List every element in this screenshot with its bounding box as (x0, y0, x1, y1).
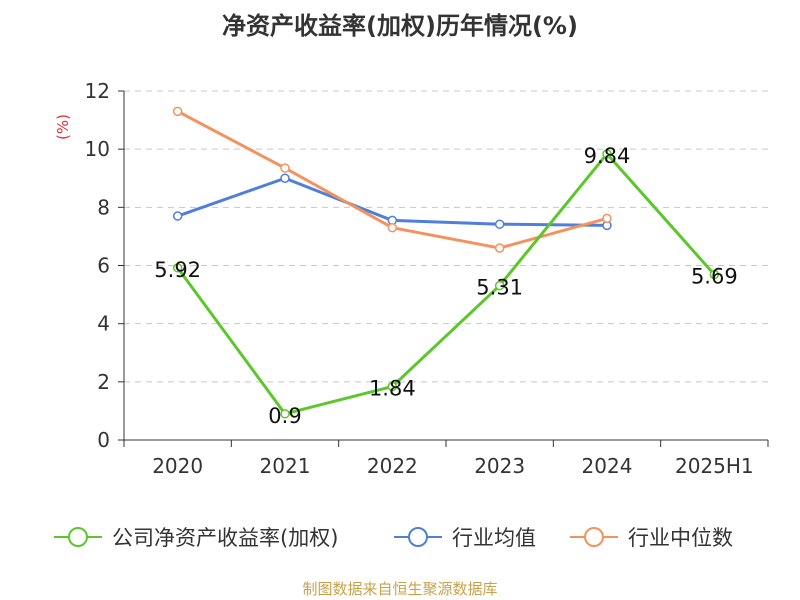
x-tick-label: 2020 (152, 454, 203, 478)
data-point (172, 211, 183, 221)
y-tick-labels: 0 2 4 6 8 10 12 (85, 79, 110, 452)
data-point (494, 219, 505, 229)
data-point (494, 280, 505, 291)
data-label: 5.92 (154, 258, 201, 282)
x-tick-label: 2022 (367, 454, 418, 478)
data-point (602, 213, 612, 224)
data-point (494, 243, 505, 253)
data-point (172, 263, 183, 273)
y-tick-label: 12 (85, 79, 110, 103)
data-label: 1.84 (369, 376, 416, 400)
y-axis-label: (%) (54, 114, 72, 140)
data-point (387, 222, 398, 233)
axes (118, 90, 769, 447)
x-tick-label: 2023 (474, 454, 525, 478)
legend-label: 公司净资产收益率(加权) (112, 526, 338, 550)
footer-source: 制图数据来自恒生聚源数据库 (302, 580, 498, 598)
data-point (280, 173, 290, 183)
series-points (172, 106, 720, 419)
legend-marker (584, 527, 604, 547)
legend: 公司净资产收益率(加权) 行业均值 行业中位数 (54, 526, 733, 550)
data-label: 0.9 (268, 404, 301, 428)
grid-lines (124, 90, 768, 383)
y-tick-label: 10 (85, 137, 110, 161)
data-point (709, 269, 720, 280)
data-point (602, 149, 612, 159)
data-label: 5.69 (691, 265, 738, 289)
data-point (172, 106, 183, 117)
y-tick-label: 0 (97, 428, 110, 452)
legend-label: 行业均值 (452, 526, 536, 550)
legend-label: 行业中位数 (628, 526, 733, 550)
x-tick-label: 2025H1 (675, 454, 754, 478)
series-line (176, 152, 716, 416)
series-lines (176, 110, 716, 416)
chart-title: 净资产收益率(加权)历年情况(%) (222, 12, 578, 40)
legend-marker (68, 527, 88, 547)
y-tick-label: 6 (97, 254, 110, 278)
x-tick-labels: 2020 2021 2022 2023 2024 2025H1 (152, 454, 753, 478)
data-label: 5.31 (476, 276, 523, 300)
y-tick-label: 2 (97, 370, 110, 394)
legend-marker (408, 527, 428, 547)
x-tick-label: 2021 (260, 454, 311, 478)
x-tick-label: 2024 (582, 454, 633, 478)
y-tick-label: 4 (97, 312, 110, 336)
data-label: 9.84 (584, 144, 631, 168)
data-labels: 5.92 0.9 1.84 5.31 9.84 5.69 (154, 144, 737, 428)
data-point (280, 409, 290, 419)
y-tick-label: 8 (97, 195, 110, 219)
data-point (387, 381, 398, 392)
data-point (280, 163, 290, 173)
